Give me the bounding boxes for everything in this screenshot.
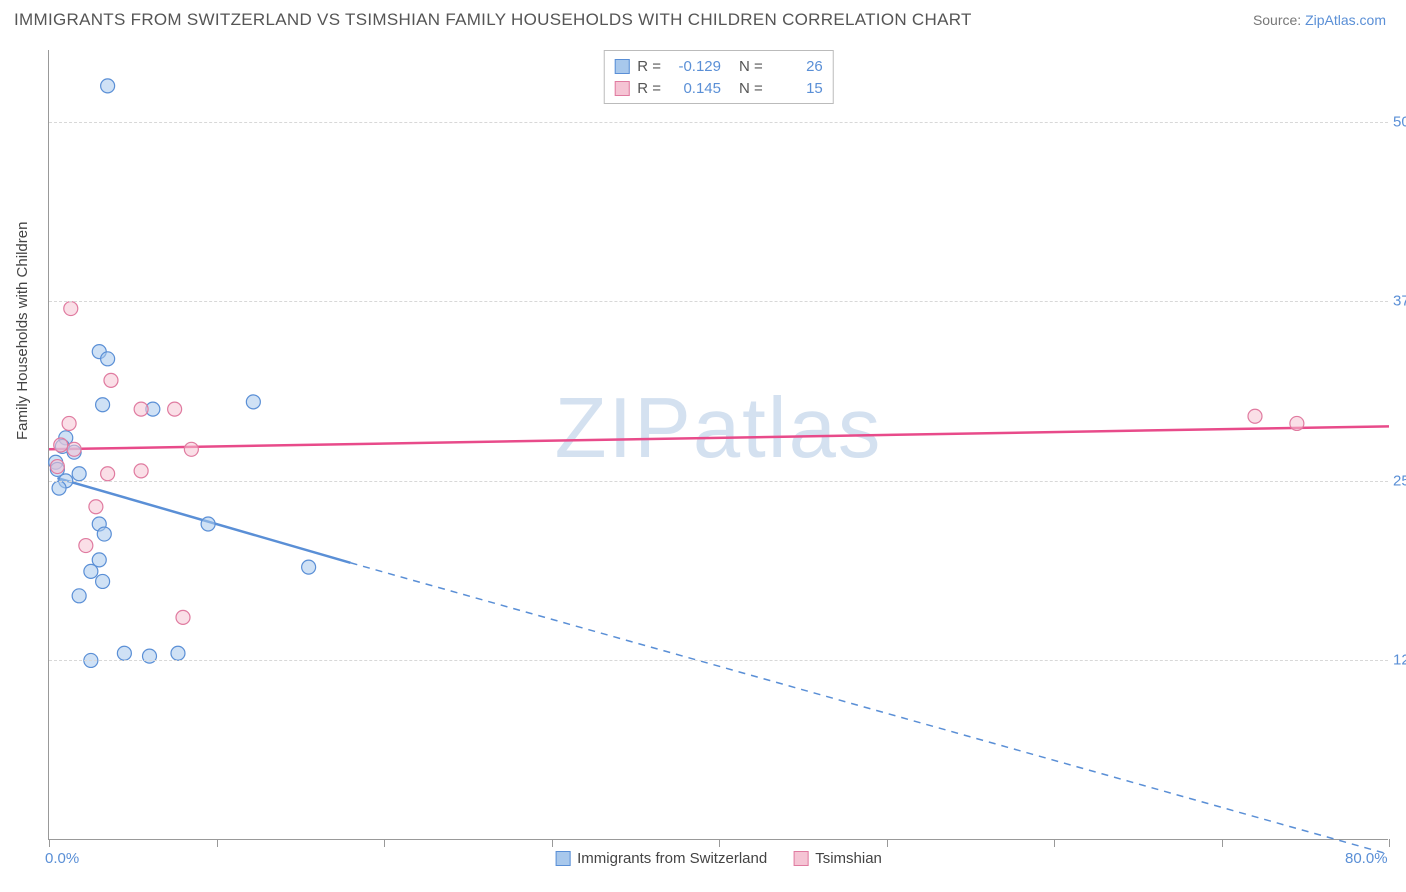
y-tick-label: 25.0% (1393, 472, 1406, 489)
y-tick-label: 37.5% (1393, 293, 1406, 310)
legend-swatch-pink-icon (793, 851, 808, 866)
legend-item-switzerland: Immigrants from Switzerland (555, 850, 767, 867)
x-tick-label: 80.0% (1345, 850, 1388, 867)
x-tick (887, 839, 888, 847)
source-link[interactable]: ZipAtlas.com (1305, 12, 1386, 28)
y-tick-label: 12.5% (1393, 652, 1406, 669)
gridline (49, 301, 1388, 302)
y-tick-label: 50.0% (1393, 113, 1406, 130)
gridline (49, 660, 1388, 661)
x-tick (384, 839, 385, 847)
x-tick (217, 839, 218, 847)
source-attribution: Source: ZipAtlas.com (1253, 12, 1386, 28)
legend-series: Immigrants from Switzerland Tsimshian (555, 850, 882, 867)
gridline (49, 481, 1388, 482)
x-tick (719, 839, 720, 847)
legend-swatch-blue-icon (555, 851, 570, 866)
gridline (49, 122, 1388, 123)
x-tick (1222, 839, 1223, 847)
chart-title: IMMIGRANTS FROM SWITZERLAND VS TSIMSHIAN… (14, 10, 972, 30)
legend-item-tsimshian: Tsimshian (793, 850, 882, 867)
x-tick (1389, 839, 1390, 847)
plot-svg (49, 50, 1388, 839)
y-axis-label: Family Households with Children (14, 222, 31, 440)
x-tick (552, 839, 553, 847)
x-tick (49, 839, 50, 847)
x-tick-label: 0.0% (45, 850, 79, 867)
chart-plot-area: ZIPatlas R =-0.129 N =26 R =0.145 N =15 … (48, 50, 1388, 840)
x-tick (1054, 839, 1055, 847)
